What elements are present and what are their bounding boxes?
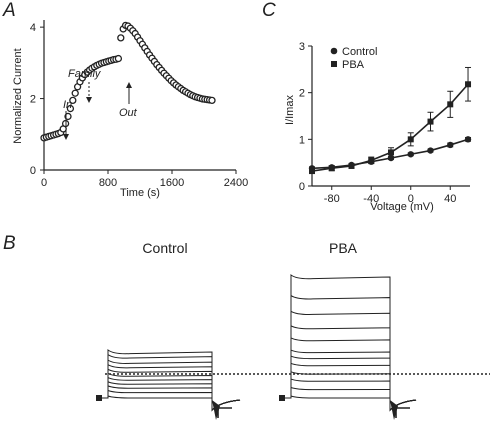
data-point-pba: [465, 81, 472, 88]
chart-c-x-tick-label: 40: [444, 193, 456, 205]
chart-a-x-label: Time (s): [120, 187, 160, 199]
chart-a-y-tick-label: 0: [30, 165, 36, 177]
legend-marker-pba: [331, 61, 337, 67]
current-trace-control: [98, 372, 241, 412]
chart-a-data-point: [208, 96, 216, 105]
data-point-pba: [388, 149, 394, 156]
chart-a-data-point: [66, 104, 75, 113]
current-trace-control: [98, 349, 241, 412]
legend-label-pba: PBA: [342, 59, 365, 71]
chart-c-y-tick-label: 0: [299, 181, 305, 193]
chart-a-data-point: [71, 89, 79, 97]
annotation-family: Family: [68, 68, 102, 80]
current-trace-pba: [281, 274, 417, 412]
chart-c-x-label: Voltage (mV): [370, 201, 434, 213]
scale-bar-control: [217, 407, 232, 418]
annotation-family-arrowhead: [86, 97, 92, 103]
tail-current-control: [212, 400, 220, 420]
legend-marker-control: [330, 47, 338, 55]
chart-a-y-label: Normalized Current: [12, 48, 24, 143]
current-traces-pba: [279, 274, 417, 420]
current-trace-pba: [281, 362, 417, 412]
chart-c-x-tick-label: -40: [363, 193, 379, 205]
chart-a: 0 800 1600 2400 0 2 4 Time (s) Normalized Cur…: [12, 20, 248, 199]
current-trace-pba: [281, 349, 417, 412]
chart-a-x-tick-label: 1600: [160, 177, 184, 189]
chart-a-y-tick-label: 2: [30, 94, 36, 106]
legend-label-control: Control: [342, 46, 377, 58]
current-trace-pba: [281, 371, 417, 412]
trace-title-pba: PBA: [329, 240, 358, 256]
trace-holding-marker-control: [96, 395, 102, 401]
data-point-pba: [407, 136, 414, 143]
chart-c: -80 -40 0 40 0 1 2 3 Voltage (mV) I/Imax Contr…: [284, 41, 472, 213]
chart-c-y-tick-label: 1: [299, 134, 305, 146]
chart-a-x-tick-label: 2400: [224, 177, 248, 189]
data-point-control: [387, 154, 395, 162]
data-point-pba: [447, 101, 454, 108]
data-point-control: [464, 136, 472, 143]
data-point-control: [447, 141, 454, 149]
panel-letter-b: B: [3, 233, 16, 254]
chart-c-y-label: I/Imax: [284, 95, 296, 125]
panel-letter-a: A: [2, 0, 16, 21]
chart-a-x-tick-label: 0: [41, 177, 47, 189]
chart-a-x-tick-label: 800: [99, 177, 117, 189]
chart-c-x-tick-label: -80: [324, 193, 340, 205]
scale-bar-pba: [395, 407, 410, 418]
data-point-pba: [328, 165, 335, 172]
panel-letter-c: C: [262, 0, 276, 21]
chart-a-y-tick-label: 4: [30, 22, 36, 34]
current-trace-pba: [281, 310, 417, 412]
data-point-control: [407, 151, 414, 158]
trace-title-control: Control: [142, 240, 187, 256]
annotation-in-arrowhead: [63, 134, 69, 140]
chart-a-data-point: [114, 54, 123, 63]
data-point-pba: [348, 162, 355, 169]
data-point-pba: [309, 168, 315, 175]
current-trace-pba: [281, 355, 417, 412]
current-traces-control: [96, 349, 241, 420]
chart-a-data-point: [69, 96, 77, 105]
tail-current-pba: [390, 400, 398, 420]
chart-c-y-tick-label: 2: [299, 88, 305, 100]
data-point-control: [427, 147, 434, 154]
data-point-pba: [368, 157, 375, 164]
chart-a-data-point: [117, 34, 125, 42]
annotation-out-arrowhead: [126, 82, 132, 88]
trace-holding-marker-pba: [279, 395, 285, 401]
annotation-in: In: [63, 99, 72, 111]
chart-c-x-tick-label: 0: [408, 193, 414, 205]
chart-c-y-tick-label: 3: [299, 41, 305, 53]
annotation-out: Out: [119, 107, 138, 119]
data-point-pba: [427, 118, 434, 125]
